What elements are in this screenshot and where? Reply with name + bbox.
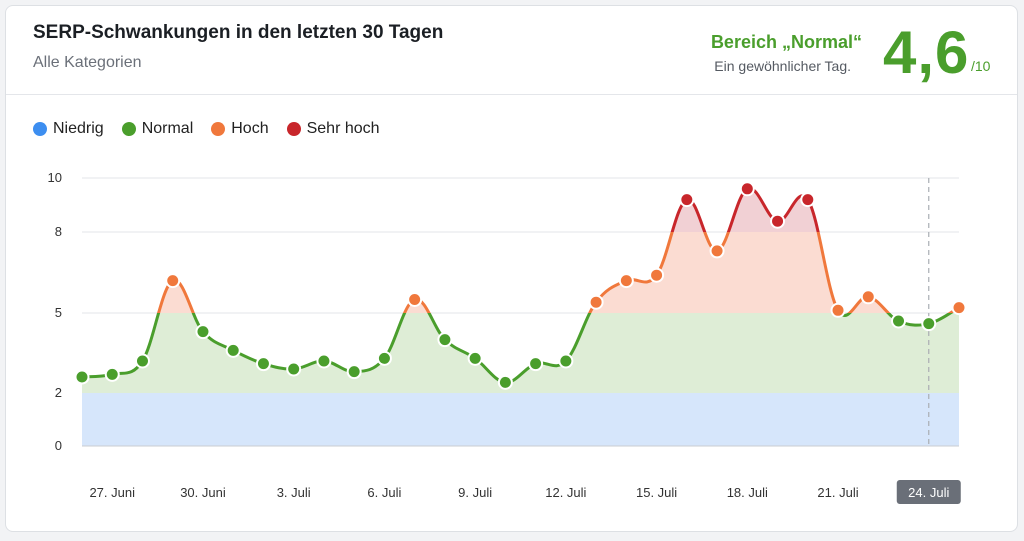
- data-point-0[interactable]: [74, 369, 90, 385]
- x-tick-label-4: 9. Juli: [458, 485, 492, 500]
- data-point-27[interactable]: [891, 313, 907, 329]
- legend-dot-low: [33, 122, 47, 136]
- band-normal: [82, 313, 959, 393]
- data-point-26[interactable]: [860, 289, 876, 305]
- data-point-19[interactable]: [649, 267, 665, 283]
- y-tick-label-8: 8: [55, 224, 62, 239]
- band-low: [82, 393, 959, 446]
- x-tick-label-6: 15. Juli: [636, 485, 677, 500]
- card-title: SERP-Schwankungen in den letzten 30 Tage…: [33, 22, 444, 43]
- data-point-13[interactable]: [467, 350, 483, 366]
- legend-item-normal[interactable]: Normal: [121, 120, 194, 138]
- legend-dot-normal: [121, 122, 136, 136]
- data-point-17[interactable]: [588, 294, 604, 310]
- legend-item-very-high[interactable]: Sehr hoch: [286, 120, 380, 138]
- data-point-25[interactable]: [830, 302, 846, 318]
- x-tick-label-1: 30. Juni: [180, 485, 226, 500]
- band-very-high: [82, 188, 959, 232]
- y-tick-label-5: 5: [55, 305, 62, 320]
- card-header: SERP-Schwankungen in den letzten 30 Tage…: [6, 6, 1017, 95]
- y-tick-label-2: 2: [55, 385, 62, 400]
- legend-dot-very-high: [286, 122, 301, 136]
- data-point-22[interactable]: [739, 181, 755, 197]
- y-tick-label-0: 0: [55, 438, 62, 453]
- series-line-very-high: [670, 187, 820, 232]
- data-point-2[interactable]: [134, 353, 150, 369]
- data-point-3[interactable]: [165, 273, 181, 289]
- data-point-10[interactable]: [376, 350, 392, 366]
- category-subtitle[interactable]: Alle Kategorien: [33, 54, 142, 71]
- range-label: Bereich „Normal“: [710, 32, 862, 52]
- score-max: /10: [971, 58, 991, 74]
- score-value: 4,6: [883, 19, 970, 86]
- serp-volatility-card: SERP-Schwankungen in den letzten 30 Tage…: [5, 5, 1018, 532]
- active-date-badge: [896, 480, 961, 504]
- data-point-24[interactable]: [800, 192, 816, 208]
- x-tick-label-0: 27. Juni: [89, 485, 135, 500]
- legend-label-normal: Normal: [141, 120, 194, 137]
- x-tick-label-active: 24. Juli: [908, 485, 949, 500]
- chart-legend: Niedrig Normal Hoch Sehr hoch: [33, 120, 398, 138]
- legend-label-low: Niedrig: [53, 120, 104, 137]
- volatility-chart[interactable]: 0 2 5 8 10 27. Juni 30. Juni 3. Juli 6. Juli 9. J…: [6, 6, 1017, 531]
- data-point-8[interactable]: [316, 353, 332, 369]
- x-tick-label-2: 3. Juli: [277, 485, 311, 500]
- data-point-23[interactable]: [770, 213, 786, 229]
- data-point-5[interactable]: [225, 342, 241, 358]
- data-point-21[interactable]: [709, 243, 725, 259]
- data-point-20[interactable]: [679, 192, 695, 208]
- data-point-6[interactable]: [255, 356, 271, 372]
- data-point-29[interactable]: [951, 300, 967, 316]
- x-tick-label-5: 12. Juli: [545, 485, 586, 500]
- data-point-18[interactable]: [618, 273, 634, 289]
- data-point-4[interactable]: [195, 324, 211, 340]
- range-description: Ein gewöhnlicher Tag.: [714, 58, 851, 74]
- x-tick-label-3: 6. Juli: [367, 485, 401, 500]
- data-point-16[interactable]: [558, 353, 574, 369]
- data-point-28[interactable]: [921, 316, 937, 332]
- y-tick-label-10: 10: [48, 170, 62, 185]
- data-point-15[interactable]: [528, 356, 544, 372]
- data-point-1[interactable]: [104, 366, 120, 382]
- data-point-9[interactable]: [346, 364, 362, 380]
- legend-item-high[interactable]: Hoch: [211, 120, 269, 138]
- legend-label-very-high: Sehr hoch: [306, 120, 380, 137]
- data-point-14[interactable]: [497, 374, 513, 390]
- area-bands: [82, 188, 959, 393]
- data-point-11[interactable]: [407, 292, 423, 307]
- data-point-7[interactable]: [286, 361, 302, 377]
- data-point-12[interactable]: [437, 332, 453, 348]
- x-tick-label-8: 21. Juli: [817, 485, 858, 500]
- legend-dot-high: [211, 122, 226, 136]
- x-tick-label-7: 18. Juli: [727, 485, 768, 500]
- legend-item-low[interactable]: Niedrig: [33, 120, 104, 138]
- legend-label-high: Hoch: [231, 120, 269, 137]
